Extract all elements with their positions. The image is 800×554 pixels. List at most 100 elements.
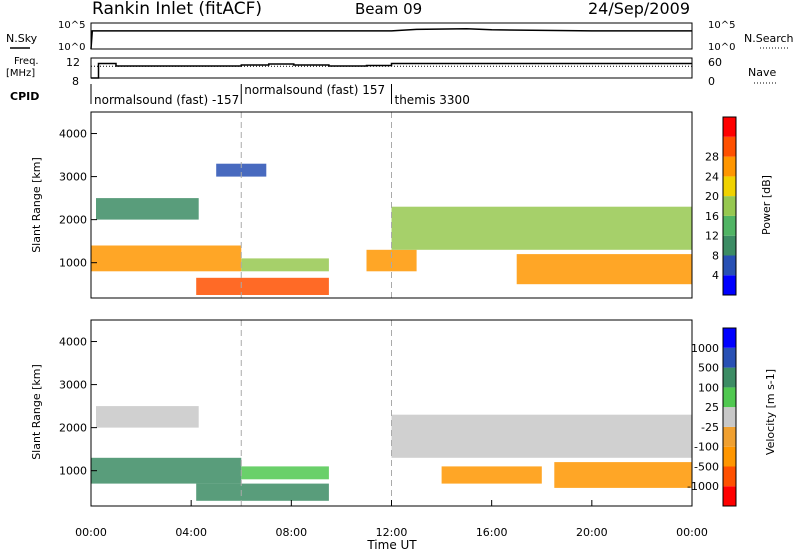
velocity-colorbar-frame <box>722 327 737 507</box>
power-colorbar-frame <box>722 116 737 296</box>
freq-left-tick-bottom: 8 <box>72 75 79 88</box>
nsearch-label: N.Search <box>744 32 794 45</box>
power-colorbar-swatch <box>723 215 736 236</box>
power-colorbar-swatch <box>723 196 736 216</box>
nsky-label: N.Sky <box>6 32 38 45</box>
velocity-colorbar-tick: -25 <box>701 421 719 434</box>
velocity-xtick-label: 00:00 <box>676 526 708 539</box>
velocity-colorbar-swatch <box>723 347 736 368</box>
velocity-colorbar-swatch <box>723 446 736 467</box>
cpid-segment-label: themis 3300 <box>395 93 470 107</box>
power-yticks: 1000 2000 3000 4000 <box>59 128 97 270</box>
velocity-echo-region <box>241 466 329 480</box>
noise-left-tick-top: 10^5 <box>58 20 85 31</box>
power-colorbar-swatch <box>723 255 736 276</box>
power-ytick-label: 1000 <box>59 257 87 270</box>
velocity-colorbar-swatch <box>723 367 736 388</box>
power-colorbar-tick: 12 <box>705 230 719 243</box>
power-colorbar-swatch <box>723 176 736 197</box>
velocity-colorbar-tick: -1000 <box>687 480 719 493</box>
velocity-colorbar-swatch <box>723 387 736 408</box>
power-colorbar-tick: 8 <box>712 249 719 262</box>
velocity-echo-region <box>196 483 329 501</box>
cpid-strip: normalsound (fast) -157 normalsound (fast… <box>90 83 470 107</box>
power-colorbar-tick: 20 <box>705 190 719 203</box>
power-colorbar-tick: 28 <box>705 151 719 164</box>
power-ytick-label: 2000 <box>59 214 87 227</box>
velocity-xlabel: Time UT <box>366 538 417 552</box>
velocity-xtick-label: 08:00 <box>275 526 307 539</box>
velocity-ylabel: Slant Range [km] <box>30 364 43 460</box>
velocity-echo-region <box>91 457 242 484</box>
power-colorbar-swatch <box>723 156 736 177</box>
velocity-yticks: 1000 2000 3000 4000 <box>59 336 97 478</box>
velocity-colorbar-swatch <box>723 407 736 427</box>
velocity-xtick-label: 00:00 <box>75 526 107 539</box>
power-colorbar-swatch <box>723 117 736 137</box>
velocity-colorbar-tick: -500 <box>694 460 719 473</box>
velocity-ytick-label: 4000 <box>59 336 87 349</box>
velocity-colorbar-tick: 25 <box>705 401 719 414</box>
nave-label: Nave <box>748 66 776 79</box>
freq-label-line1: Freq. <box>14 56 39 67</box>
velocity-xticks: 00:00 04:00 08:00 12:00 16:00 20:00 00:00 <box>75 500 708 539</box>
power-echo-region <box>216 163 267 177</box>
power-echo-region <box>366 249 417 272</box>
velocity-colorbar-tick: -100 <box>694 441 719 454</box>
velocity-ytick-label: 2000 <box>59 422 87 435</box>
noise-right-tick-bottom: 10^0 <box>708 42 735 53</box>
power-echo-region <box>241 258 329 272</box>
power-colorbar-swatch <box>723 235 736 256</box>
noise-right-tick-top: 10^5 <box>708 20 735 31</box>
power-colorbar-tick: 4 <box>712 269 719 282</box>
velocity-echoes <box>91 320 692 506</box>
cpid-segment-label: normalsound (fast) 157 <box>244 83 385 97</box>
noise-panel: 10^5 10^0 10^5 10^0 <box>58 20 735 53</box>
velocity-echo-region <box>96 406 199 428</box>
cpid-segment-label: normalsound (fast) -157 <box>94 93 239 107</box>
frequency-panel: 12 8 60 0 <box>66 56 722 88</box>
beam-label: Beam 09 <box>355 0 422 18</box>
power-echo-region <box>91 245 242 272</box>
power-echo-region <box>391 206 692 250</box>
freq-line-freq <box>91 62 692 79</box>
velocity-colorbar-swatch <box>723 426 736 447</box>
power-colorbar-swatch <box>723 136 736 157</box>
power-echo-region <box>196 277 329 295</box>
power-colorbar: 4 8 12 16 20 24 28 <box>705 116 737 296</box>
velocity-echo-region <box>391 414 692 458</box>
cpid-label: CPID <box>10 90 39 103</box>
freq-label-line2: [MHz] <box>6 68 35 79</box>
noise-line-nsky <box>90 27 692 50</box>
velocity-echo-region <box>554 462 692 488</box>
power-colorbar-tick: 16 <box>705 210 719 223</box>
velocity-colorbar: -1000 -500 -100 -25 25 100 500 1000 <box>687 327 737 507</box>
velocity-colorbar-swatch <box>723 466 736 487</box>
freq-left-tick-top: 12 <box>66 56 80 69</box>
power-ytick-label: 3000 <box>59 171 87 184</box>
velocity-colorbar-swatch <box>723 328 736 348</box>
noise-left-tick-bottom: 10^0 <box>58 42 85 53</box>
velocity-colorbar-label: Velocity [m s-1] <box>764 369 777 455</box>
velocity-colorbar-tick: 100 <box>698 381 719 394</box>
station-title: Rankin Inlet (fitACF) <box>92 0 262 19</box>
velocity-xtick-label: 20:00 <box>576 526 608 539</box>
date-label: 24/Sep/2009 <box>588 0 690 18</box>
noise-panel-frame <box>90 22 693 50</box>
velocity-colorbar-tick: 500 <box>698 362 719 375</box>
power-panel: Slant Range [km] 1000 2000 3000 4000 4 8 12 16… <box>30 111 773 299</box>
power-ylabel: Slant Range [km] <box>30 157 43 253</box>
velocity-xtick-label: 12:00 <box>376 526 408 539</box>
velocity-colorbar-swatch <box>723 486 736 506</box>
velocity-ytick-label: 3000 <box>59 379 87 392</box>
velocity-ytick-label: 1000 <box>59 465 87 478</box>
velocity-colorbar-tick: 1000 <box>691 342 719 355</box>
power-echo-region <box>516 254 692 285</box>
power-colorbar-swatch <box>723 275 736 295</box>
power-colorbar-tick: 24 <box>705 170 719 183</box>
power-echo-region <box>96 198 199 220</box>
velocity-xtick-label: 16:00 <box>476 526 508 539</box>
velocity-xtick-label: 04:00 <box>175 526 207 539</box>
